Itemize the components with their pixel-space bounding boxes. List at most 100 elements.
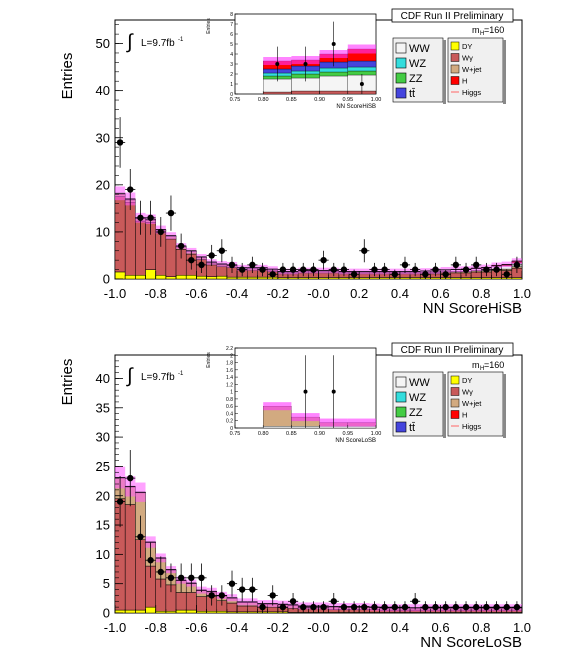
- inset-y-tick-label: 2: [230, 353, 233, 359]
- legend-shadow: [443, 40, 446, 104]
- legend-swatch: [451, 77, 459, 85]
- bar-dy: [146, 270, 156, 279]
- data-point: [483, 604, 489, 610]
- legend-swatch: [396, 407, 406, 417]
- x-axis-title: NN ScoreLoSB: [420, 634, 522, 651]
- bar-w-: [227, 603, 237, 612]
- inset-uncertainty: [348, 419, 376, 427]
- inset-x-tick-label: 0.80: [258, 431, 269, 437]
- header-text: CDF Run II Preliminary: [401, 345, 504, 356]
- legend-label: tt̄: [409, 88, 415, 100]
- y-tick-label: 30: [96, 130, 110, 145]
- inset-y-tick-label: 7: [230, 22, 233, 28]
- bar-dy: [237, 277, 247, 279]
- inset-y-tick-label: 1.2: [226, 382, 233, 388]
- data-point: [381, 604, 387, 610]
- inset-x-tick-label: 0.85: [286, 97, 297, 103]
- data-point: [453, 604, 459, 610]
- bar-dy: [135, 275, 145, 279]
- panel-losb: 0510152025303540-1.0-0.8-0.6-0.4-0.2-0.0…: [59, 343, 531, 651]
- data-point: [208, 592, 214, 598]
- data-point: [219, 248, 225, 254]
- legend-label: H: [462, 411, 467, 420]
- bar-dy: [217, 611, 227, 613]
- bar-dy: [207, 611, 217, 613]
- data-point: [331, 266, 337, 272]
- inset-y-title: Entries: [206, 352, 212, 368]
- x-tick-label: 0.2: [350, 620, 368, 635]
- x-tick-label: -0.0: [307, 620, 329, 635]
- data-point: [371, 266, 377, 272]
- bar-w-: [166, 239, 176, 277]
- x-tick-label: 0.6: [432, 620, 450, 635]
- y-tick-label: 40: [96, 371, 110, 386]
- legend-swatch: [451, 388, 459, 396]
- x-tick-label: 0.8: [472, 286, 490, 301]
- data-point: [310, 266, 316, 272]
- data-point: [493, 604, 499, 610]
- legend-swatch: [396, 422, 406, 432]
- data-point: [473, 604, 479, 610]
- data-point: [310, 604, 316, 610]
- inset-y-tick-label: 1.8: [226, 361, 233, 367]
- legend-swatch: [396, 377, 406, 387]
- bar-w-: [217, 267, 227, 276]
- legend-swatch: [451, 65, 459, 73]
- legend-label: ZZ: [409, 407, 423, 419]
- data-point: [483, 266, 489, 272]
- legend-label: WZ: [409, 58, 426, 70]
- legend-label: H: [462, 77, 467, 86]
- inset-x-tick-label: 0.80: [258, 97, 269, 103]
- legend-label: WZ: [409, 392, 426, 404]
- inset-y-tick-label: 2.2: [226, 346, 233, 352]
- inset-data-point: [360, 82, 364, 86]
- data-point: [198, 262, 204, 268]
- data-point: [290, 266, 296, 272]
- data-point: [158, 569, 164, 575]
- x-tick-label: -1.0: [104, 620, 126, 635]
- data-point: [341, 604, 347, 610]
- y-tick-label: 30: [96, 430, 110, 445]
- inset-y-tick-label: 1: [230, 82, 233, 88]
- bar-dy: [166, 611, 176, 613]
- data-point: [178, 575, 184, 581]
- legend-swatch: [451, 42, 459, 50]
- data-point: [402, 262, 408, 268]
- data-point: [300, 604, 306, 610]
- inset-bar-w-: [291, 91, 319, 94]
- legend-swatch: [396, 73, 406, 83]
- legend-swatch: [396, 392, 406, 402]
- legend-label: WW: [409, 43, 430, 55]
- data-point: [392, 271, 398, 277]
- data-point: [351, 271, 357, 277]
- bar-dy: [217, 276, 227, 279]
- bar-dy: [176, 610, 186, 613]
- data-point: [188, 257, 194, 263]
- x-tick-label: -0.8: [144, 286, 166, 301]
- inset-x-tick-label: 0.95: [342, 97, 353, 103]
- y-tick-label: 20: [96, 177, 110, 192]
- bar-w-: [125, 202, 135, 275]
- inset-data-point: [275, 62, 279, 66]
- legend-label: W+jet: [462, 399, 482, 408]
- bar-dy: [186, 610, 196, 613]
- legend-label: W+jet: [462, 65, 482, 74]
- legend-label: ZZ: [409, 73, 423, 85]
- y-tick-label: 5: [103, 576, 110, 591]
- inset-y-tick-label: 0.8: [226, 397, 233, 403]
- inset-bar-tt-: [348, 61, 376, 67]
- bar-w-: [237, 606, 247, 612]
- data-point: [442, 604, 448, 610]
- data-point: [432, 266, 438, 272]
- data-point: [239, 266, 245, 272]
- bar-dy: [146, 607, 156, 613]
- y-tick-label: 15: [96, 518, 110, 533]
- bar-dy: [156, 611, 166, 613]
- inset-bar-w-: [320, 91, 348, 94]
- x-axis-title: NN ScoreHiSB: [423, 300, 522, 317]
- legend-swatch: [396, 43, 406, 53]
- lumi-text: L=9.7fb: [141, 372, 175, 383]
- inset-y-tick-label: 5: [230, 42, 233, 48]
- y-tick-label: 0: [103, 606, 110, 621]
